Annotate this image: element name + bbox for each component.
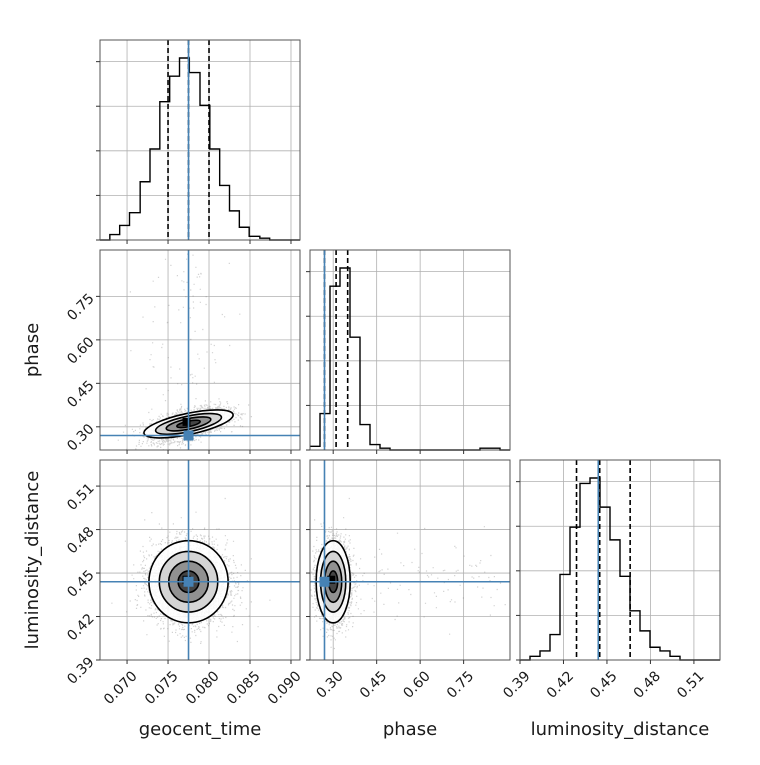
histogram-step-luminosity_distance [520,477,720,661]
truth-marker [319,576,330,587]
scatter-samples [117,253,252,450]
joint-panel-phase-luminosity_distance [306,459,511,664]
x-axis-label-luminosity_distance: luminosity_distance [531,719,710,740]
y-tick-label-luminosity_distance: 0.42 [64,611,97,644]
x-tick-label-geocent_time: 0.085 [224,668,264,708]
x-tick-label-geocent_time: 0.080 [183,668,223,708]
y-tick-label-luminosity_distance: 0.51 [64,480,97,513]
x-tick-label-phase: 0.60 [400,668,433,701]
panel-border [519,459,721,661]
histogram-step-geocent_time [100,57,300,241]
y-tick-label-luminosity_distance: 0.48 [64,524,97,557]
y-tick-label-phase: 0.30 [64,421,97,454]
panel-border [99,249,301,451]
y-tick-label-luminosity_distance: 0.39 [64,654,97,687]
y-axis-label-luminosity_distance: luminosity_distance [22,471,43,650]
samples-layer [100,250,300,450]
joint-panel-geocent_time-luminosity_distance [96,459,301,664]
x-tick-label-geocent_time: 0.070 [101,668,141,708]
x-axis-label-geocent_time: geocent_time [139,719,262,740]
x-tick-label-phase: 0.75 [444,668,477,701]
panel-border [309,459,511,661]
x-axis-label-phase: phase [383,719,437,740]
x-tick-label-luminosity_distance: 0.51 [674,668,707,701]
x-tick-label-phase: 0.30 [313,668,346,701]
truth-marker [183,430,194,441]
x-tick-label-luminosity_distance: 0.45 [587,668,620,701]
samples-layer [100,460,300,660]
x-tick-label-geocent_time: 0.075 [142,668,182,708]
panel-border [309,249,511,451]
density-peak [182,417,191,426]
joint-panel-geocent_time-phase [96,249,301,454]
x-tick-label-geocent_time: 0.090 [265,668,305,708]
x-tick-label-luminosity_distance: 0.48 [631,668,664,701]
y-tick-label-phase: 0.60 [64,334,97,367]
x-tick-label-phase: 0.45 [357,668,390,701]
panel-border [99,39,301,241]
hist-panel-luminosity_distance [516,459,721,664]
x-tick-label-luminosity_distance: 0.39 [500,668,533,701]
hist-panel-phase-bg [310,250,510,450]
hist-panel-geocent_time [96,39,301,244]
y-axis-label-phase: phase [22,323,43,377]
hist-panel-phase [306,249,511,454]
samples-layer [310,460,510,660]
panel-border [99,459,301,661]
truth-marker [183,576,194,587]
y-tick-label-phase: 0.75 [64,291,97,324]
hist-panel-geocent_time-bg [100,40,300,240]
y-tick-label-luminosity_distance: 0.45 [64,567,97,600]
y-tick-label-phase: 0.45 [64,378,97,411]
x-tick-label-luminosity_distance: 0.42 [544,668,577,701]
density-peak [327,575,336,584]
